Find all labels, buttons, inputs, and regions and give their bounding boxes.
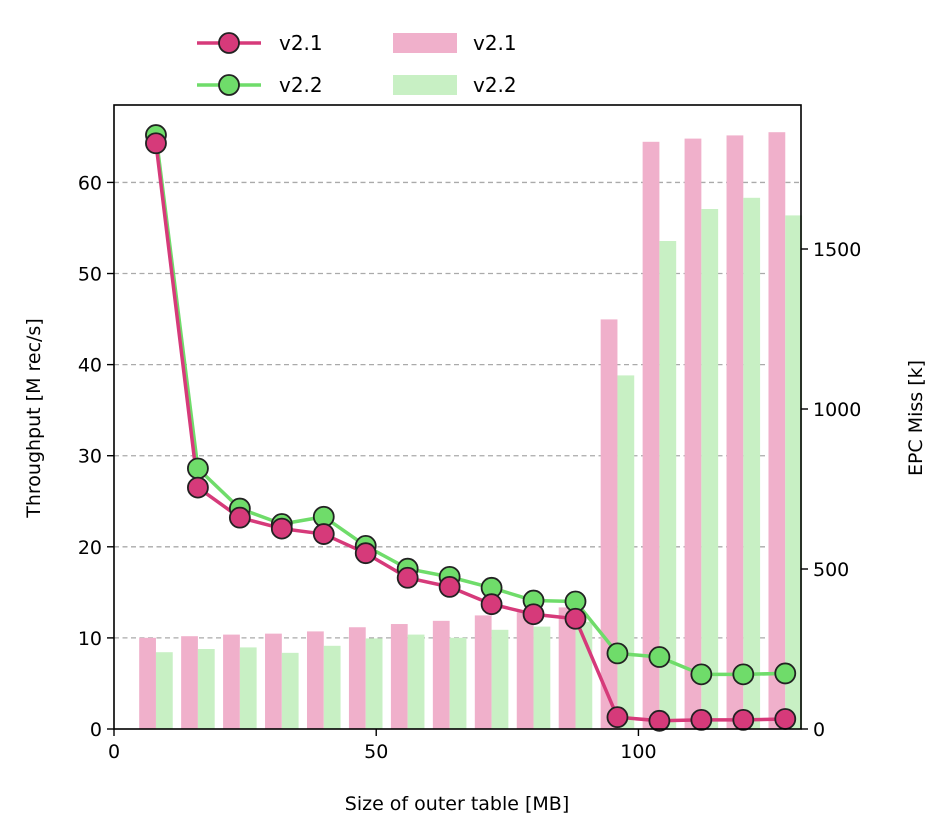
bar-v2.1-12	[642, 141, 660, 730]
point-v2.1-9	[522, 603, 545, 626]
bar-v2.2-11	[617, 375, 635, 729]
y-tick-label: 50	[78, 264, 102, 286]
point-v2.1-10	[564, 607, 587, 630]
plot-frame	[113, 104, 802, 730]
y-tick-label: 10	[78, 628, 102, 650]
y2-tick-label: 0	[813, 719, 825, 741]
legend-label: v2.1	[473, 31, 517, 55]
bar-v2.1-13	[684, 138, 702, 730]
legend-label: v2.1	[279, 31, 323, 55]
point-v2.1-14	[732, 708, 755, 731]
bar-v2.2-8	[491, 629, 509, 729]
x-tick-label: 50	[364, 741, 388, 763]
point-v2.1-15	[774, 708, 797, 730]
point-v2.1-8	[480, 593, 503, 616]
bar-v2.1-14	[726, 135, 744, 729]
point-v2.1-3	[270, 517, 293, 540]
bar-v2.1-4	[306, 631, 324, 729]
bar-v2.2-5	[365, 638, 383, 729]
bar-v2.2-14	[743, 197, 761, 730]
bar-v2.1-8	[474, 615, 492, 729]
bar-v2.2-12	[659, 241, 677, 729]
x-axis-label: Size of outer table [MB]	[345, 793, 569, 815]
bar-v2.2-9	[533, 626, 551, 729]
x-tick-label: 0	[108, 741, 120, 763]
bar-v2.1-9	[516, 612, 534, 729]
point-v2.2-15	[774, 662, 797, 685]
legend-item-v2.1-line: v2.1	[197, 31, 323, 55]
bar-series-layer	[139, 132, 803, 730]
legend-item-v2.1-bar: v2.1	[393, 31, 517, 55]
legend-item-v2.2-bar: v2.2	[393, 73, 517, 97]
line-v2.1	[154, 143, 786, 723]
bar-v2.1-15	[768, 132, 786, 729]
point-v2.2-13	[690, 663, 713, 686]
point-v2.1-12	[648, 709, 671, 732]
point-v2.2-11	[606, 642, 629, 665]
legend-label: v2.2	[473, 73, 517, 97]
bar-v2.1-2	[223, 634, 240, 729]
point-v2.1-5	[354, 542, 377, 565]
bar-v2.1-5	[348, 627, 366, 729]
point-v2.2-1	[187, 457, 209, 480]
point-v2.1-0	[145, 132, 167, 155]
bar-v2.2-7	[449, 637, 467, 729]
bar-v2.1-0	[139, 637, 156, 729]
bar-v2.2-13	[701, 209, 719, 729]
bar-v2.2-4	[323, 645, 341, 729]
point-v2.1-6	[396, 566, 419, 589]
y-tick-label: 20	[78, 537, 102, 559]
point-v2.1-1	[187, 476, 209, 499]
bar-v2.1-7	[432, 620, 450, 729]
line-v2.2	[154, 134, 786, 677]
y-tick-label: 40	[78, 355, 102, 377]
legend-item-v2.2-line: v2.2	[197, 73, 323, 97]
point-v2.1-11	[606, 706, 629, 729]
bar-v2.2-3	[281, 652, 299, 729]
point-v2.1-4	[312, 523, 335, 545]
y2-tick-label: 500	[813, 559, 849, 581]
y-axis-label: Throughput [M rec/s]	[23, 318, 45, 519]
bar-v2.2-15	[785, 215, 803, 729]
y2-tick-label: 1000	[813, 399, 861, 421]
point-v2.1-13	[690, 708, 713, 731]
point-v2.1-7	[438, 575, 461, 598]
bar-v2.2-0	[155, 652, 173, 729]
y-tick-label: 60	[78, 172, 102, 194]
y-tick-label: 30	[78, 446, 102, 468]
x-tick-label: 100	[620, 741, 656, 763]
bar-v2.1-3	[265, 633, 282, 729]
point-v2.1-2	[228, 506, 251, 529]
line-series-layer	[145, 124, 797, 732]
bar-v2.1-1	[181, 636, 198, 729]
bar-v2.1-6	[390, 624, 408, 729]
point-v2.2-12	[648, 646, 671, 668]
bar-v2.1-11	[600, 319, 618, 729]
y2-axis-label: EPC Miss [k]	[905, 360, 927, 476]
legend-label: v2.2	[279, 73, 323, 97]
y-tick-label: 0	[90, 719, 102, 741]
bar-v2.2-6	[407, 634, 425, 729]
bar-v2.1-10	[558, 607, 576, 729]
bar-v2.2-2	[239, 647, 257, 729]
y2-tick-label: 1500	[813, 239, 861, 261]
legend: v2.1 v2.2 v2.1 v2.2	[197, 31, 517, 97]
point-v2.2-14	[732, 663, 755, 686]
bar-v2.2-1	[197, 649, 215, 729]
